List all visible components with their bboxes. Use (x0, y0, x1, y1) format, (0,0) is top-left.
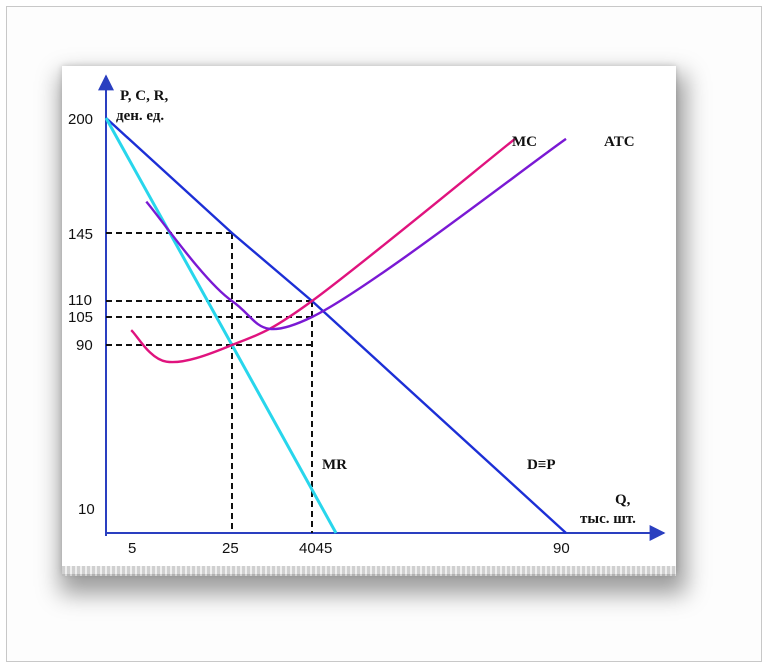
y-tick-10: 10 (78, 501, 95, 518)
y-tick-90: 90 (76, 337, 93, 354)
y-axis-label-1: P, C, R, (120, 88, 168, 104)
x-axis-label-2: тыс. шт. (580, 511, 636, 527)
y-tick-110: 110 (68, 292, 92, 309)
demand-line (105, 117, 567, 534)
chart-card (62, 66, 676, 574)
demand-label: D≡P (527, 457, 556, 473)
mr-line (104, 117, 338, 534)
x-tick-5: 5 (128, 540, 136, 557)
y-tick-200: 200 (68, 111, 93, 128)
x-tick-40-45: 4045 (299, 540, 332, 557)
x-axis-label-1: Q, (615, 492, 631, 508)
x-tick-25: 25 (222, 540, 239, 557)
x-tick-90: 90 (553, 540, 570, 557)
mc-curve (130, 137, 516, 364)
atc-label: ATC (604, 134, 635, 150)
y-tick-145: 145 (68, 226, 93, 243)
mr-label: MR (322, 457, 347, 473)
y-tick-105: 105 (68, 309, 93, 326)
mc-label: MC (512, 134, 537, 150)
atc-curve (145, 137, 567, 331)
cropped-caption-strip (62, 566, 676, 576)
y-axis-label-2: ден. ед. (116, 108, 164, 124)
